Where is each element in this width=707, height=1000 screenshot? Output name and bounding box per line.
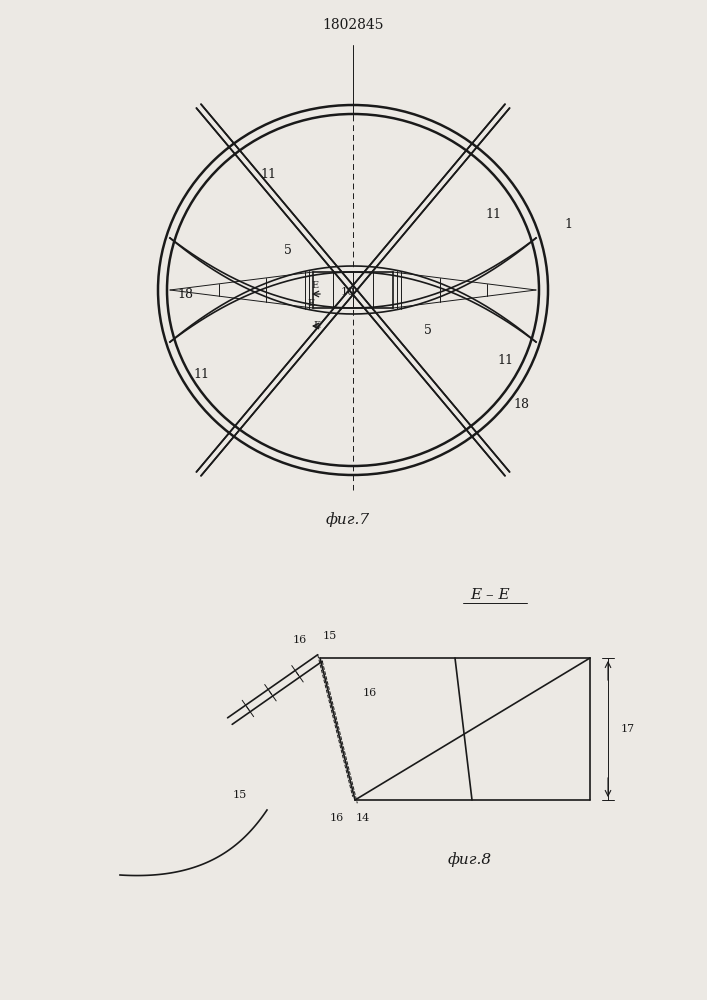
Text: фиг.8: фиг.8 — [448, 853, 492, 867]
Text: 18: 18 — [177, 288, 193, 302]
Text: 1802845: 1802845 — [322, 18, 384, 32]
Text: 15: 15 — [323, 631, 337, 641]
Text: E: E — [308, 300, 315, 308]
Text: E – E: E – E — [470, 588, 510, 602]
Text: E: E — [313, 322, 320, 330]
Text: 15: 15 — [233, 790, 247, 800]
Text: 11: 11 — [485, 209, 501, 222]
Text: 10: 10 — [341, 287, 355, 297]
Text: 16: 16 — [363, 688, 377, 698]
Text: 17: 17 — [621, 724, 635, 734]
Text: 5: 5 — [424, 324, 432, 336]
Text: 18: 18 — [513, 398, 529, 412]
Text: 11: 11 — [260, 168, 276, 182]
Text: 16: 16 — [330, 813, 344, 823]
Text: 5: 5 — [284, 243, 292, 256]
Text: E: E — [312, 282, 319, 290]
Text: 14: 14 — [356, 813, 370, 823]
Text: 11: 11 — [193, 368, 209, 381]
Text: 1: 1 — [564, 219, 572, 232]
Text: 11: 11 — [497, 354, 513, 366]
Text: фиг.7: фиг.7 — [326, 513, 370, 527]
Text: 16: 16 — [293, 635, 307, 645]
